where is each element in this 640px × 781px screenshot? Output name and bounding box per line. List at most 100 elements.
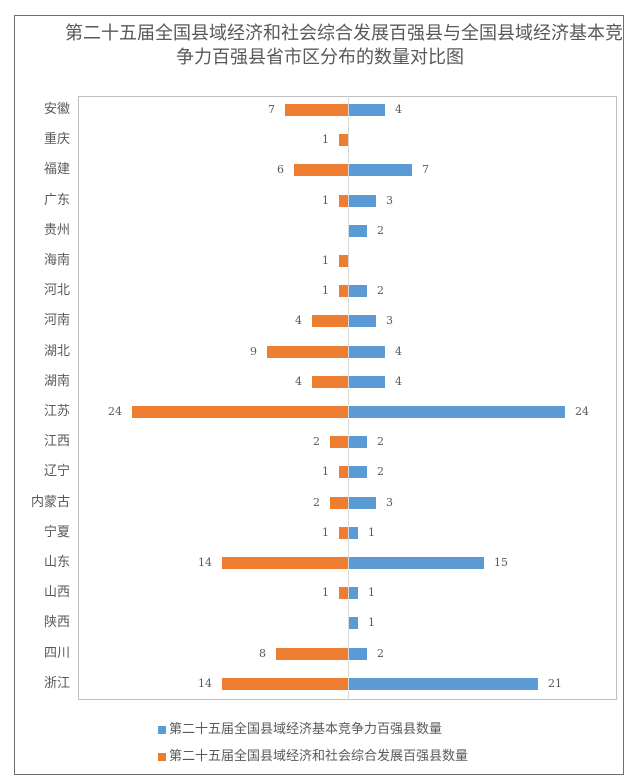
category-label: 江苏 [43, 404, 70, 419]
bar-blue [349, 496, 376, 509]
value-label-orange: 1 [322, 586, 329, 600]
value-label-orange: 9 [250, 344, 257, 358]
category-label: 山东 [43, 555, 70, 570]
value-label-blue: 1 [368, 525, 375, 539]
bar-blue [349, 466, 367, 479]
bar-orange [294, 164, 348, 177]
bar-blue [349, 315, 376, 328]
bar-blue [349, 224, 367, 237]
bar-blue [349, 617, 358, 630]
value-label-blue: 24 [575, 405, 589, 418]
value-label-orange: 6 [277, 163, 284, 177]
value-label-blue: 2 [377, 435, 384, 449]
value-label-orange: 2 [313, 495, 320, 509]
chart-row: 江苏 24 24 [0, 397, 640, 427]
value-label-orange: 14 [198, 556, 212, 569]
bar-orange [222, 677, 348, 690]
bar-orange [339, 194, 348, 207]
chart-row: 广东 1 3 [0, 186, 640, 216]
bar-orange [276, 647, 348, 660]
bar-orange [339, 134, 348, 147]
value-label-blue: 4 [395, 103, 402, 116]
chart-title-line-1: 第二十五届全国县域经济和社会综合发展百强县与全国县域经济基本竞 [65, 23, 623, 44]
bar-blue [349, 557, 484, 569]
bar-blue [349, 436, 367, 449]
bar-blue [349, 104, 385, 116]
bar-orange [339, 285, 348, 298]
value-label-blue: 4 [395, 374, 402, 388]
bar-blue [349, 345, 385, 358]
value-label-orange: 1 [322, 284, 329, 298]
category-label: 安徽 [43, 102, 70, 117]
chart-row: 福建 6 7 [0, 155, 640, 185]
chart-row: 浙江 14 21 [0, 669, 640, 699]
bar-blue [349, 375, 385, 388]
value-label-orange: 4 [295, 314, 302, 328]
bar-blue [349, 406, 565, 418]
chart-row: 山东 14 15 [0, 548, 640, 578]
bar-orange [267, 345, 348, 358]
value-label-orange: 14 [198, 676, 212, 690]
value-label-blue: 1 [368, 616, 375, 630]
bar-orange [132, 406, 348, 418]
chart-title: 第二十五届全国县域经济和社会综合发展百强县与全国县域经济基本竞 争力百强县省市区… [0, 22, 640, 70]
chart-row: 四川 8 2 [0, 639, 640, 669]
bar-blue [349, 285, 367, 298]
bar-blue [349, 587, 358, 600]
value-label-blue: 3 [386, 495, 393, 509]
value-label-orange: 4 [295, 374, 302, 388]
value-label-blue: 2 [377, 223, 384, 237]
value-label-blue: 2 [377, 646, 384, 660]
bar-orange [339, 466, 348, 479]
category-label: 四川 [43, 645, 70, 661]
category-label: 广东 [43, 192, 70, 208]
chart-row: 重庆 1 [0, 125, 640, 155]
chart-title-line-2: 争力百强县省市区分布的数量对比图 [176, 47, 464, 68]
value-label-blue: 3 [386, 193, 393, 207]
chart-row: 陕西 1 [0, 608, 640, 638]
category-label: 河南 [43, 313, 70, 329]
bar-orange [330, 436, 348, 449]
value-label-orange: 1 [322, 465, 329, 479]
category-label: 内蒙古 [30, 494, 70, 510]
category-label: 山西 [43, 585, 70, 601]
center-axis-line [348, 96, 349, 700]
category-label: 重庆 [43, 132, 70, 148]
bar-orange [222, 557, 348, 569]
bar-blue [349, 164, 412, 177]
chart-row: 宁夏 1 1 [0, 518, 640, 548]
bar-blue [349, 647, 367, 660]
value-label-orange: 1 [322, 525, 329, 539]
bar-blue [349, 677, 538, 690]
legend-swatch-orange [158, 752, 166, 761]
value-label-orange: 1 [322, 254, 329, 267]
category-label: 贵州 [43, 222, 70, 238]
value-label-blue: 2 [377, 465, 384, 479]
bar-blue [349, 526, 358, 539]
value-label-orange: 8 [259, 646, 266, 660]
legend-item-orange: 第二十五届全国县域经济和社会综合发展百强县数量 [158, 745, 468, 764]
value-label-orange: 7 [268, 103, 275, 116]
value-label-orange: 1 [322, 193, 329, 207]
chart-row: 江西 2 2 [0, 427, 640, 457]
category-label: 宁夏 [43, 524, 70, 540]
value-label-blue: 1 [368, 586, 375, 600]
bar-orange [312, 375, 348, 388]
category-label: 海南 [43, 253, 70, 268]
bar-orange [312, 315, 348, 328]
chart-row: 辽宁 1 2 [0, 457, 640, 487]
category-label: 江西 [43, 434, 70, 450]
value-label-blue: 21 [548, 676, 562, 690]
value-label-orange: 1 [322, 133, 329, 147]
value-label-blue: 4 [395, 344, 402, 358]
legend-swatch-blue [158, 725, 166, 734]
category-label: 辽宁 [43, 464, 70, 480]
plot-area [78, 96, 617, 700]
bar-orange [339, 526, 348, 539]
bar-orange [339, 587, 348, 600]
chart-row: 内蒙古 2 3 [0, 488, 640, 518]
bar-blue [349, 194, 376, 207]
value-label-blue: 3 [386, 314, 393, 328]
chart-row: 河北 1 2 [0, 276, 640, 306]
bar-orange [339, 255, 348, 267]
